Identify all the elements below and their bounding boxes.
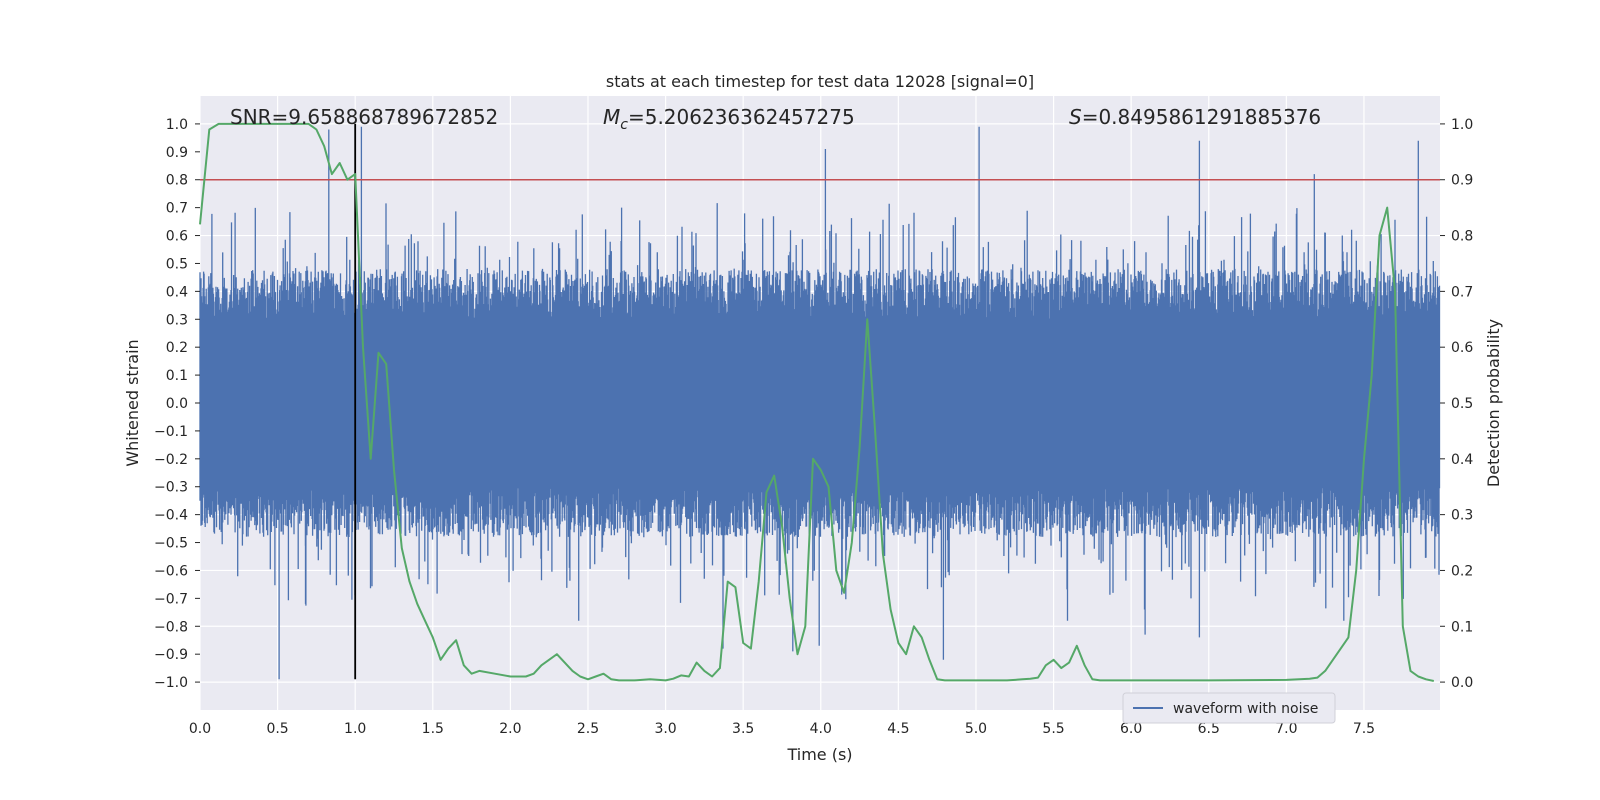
probability-series xyxy=(199,122,1435,682)
x-axis-title: Time (s) xyxy=(786,745,852,764)
x-tick-label: 2.0 xyxy=(499,721,521,737)
x-tick-labels: 0.0 0.5 1.0 1.5 2.0 2.5 3.0 3.5 4.0 4.5 5.0 5.5 6.0 6… xyxy=(189,721,1375,737)
x-tick-label: 7.5 xyxy=(1353,721,1375,737)
left-y-tick-label: 1.0 xyxy=(166,117,188,133)
left-y-tick-label: 0.0 xyxy=(166,396,188,412)
x-tick-label: 3.5 xyxy=(732,721,754,737)
legend: waveform with noise xyxy=(1122,692,1336,724)
probability-line xyxy=(199,122,1435,682)
x-tick-label: 4.5 xyxy=(887,721,909,737)
left-y-axis-title: Whitened strain xyxy=(123,339,142,466)
left-y-tick-label: 0.1 xyxy=(166,368,188,384)
chirp-mass-subscript: c xyxy=(620,117,628,133)
x-tick-label: 2.5 xyxy=(577,721,599,737)
x-tick-label: 0.5 xyxy=(266,721,288,737)
right-y-axis-title: Detection probability xyxy=(1484,319,1503,487)
s-annotation: S=0.8495861291885376 xyxy=(1069,105,1321,129)
left-y-tick-label: −0.1 xyxy=(154,424,188,440)
x-tick-label: 3.0 xyxy=(654,721,676,737)
right-y-tick-label: 0.3 xyxy=(1451,508,1473,524)
snr-annotation: SNR=9.658868789672852 xyxy=(230,105,498,129)
s-symbol: S xyxy=(1069,105,1082,129)
s-value: =0.8495861291885376 xyxy=(1082,105,1321,129)
left-y-tick-label: 0.5 xyxy=(166,256,188,272)
left-y-tick-labels: 1.0 0.9 0.8 0.7 0.6 0.5 0.4 0.3 0.2 0.1 0.0 −0.1 −0.… xyxy=(154,117,200,691)
waveform-line xyxy=(199,126,1441,680)
x-tick-label: 1.5 xyxy=(422,721,444,737)
right-y-tick-label: 0.0 xyxy=(1451,675,1473,691)
right-y-tick-label: 0.5 xyxy=(1451,396,1473,412)
x-tick-label: 6.0 xyxy=(1120,721,1142,737)
left-y-tick-label: −0.3 xyxy=(154,480,188,496)
legend-box xyxy=(1122,692,1336,724)
chirp-mass-symbol: M xyxy=(603,105,620,129)
left-y-tick-label: 0.4 xyxy=(166,284,188,300)
right-y-tick-label: 0.9 xyxy=(1451,173,1473,189)
left-y-tick-label: −0.5 xyxy=(154,536,188,552)
chart-title: stats at each timestep for test data 120… xyxy=(606,72,1034,91)
right-y-tick-label: 0.2 xyxy=(1451,563,1473,579)
x-tick-label: 7.0 xyxy=(1275,721,1297,737)
left-y-tick-label: 0.6 xyxy=(166,229,188,245)
chirp-mass-annotation: Mc=5.206236362457275 xyxy=(603,105,855,133)
right-y-tick-label: 1.0 xyxy=(1451,117,1473,133)
left-y-tick-label: 0.3 xyxy=(166,312,188,328)
x-tick-label: 6.5 xyxy=(1198,721,1220,737)
left-y-tick-label: −0.8 xyxy=(154,619,188,635)
right-y-tick-label: 0.7 xyxy=(1451,284,1473,300)
x-tick-label: 5.0 xyxy=(965,721,987,737)
left-y-tick-label: −1.0 xyxy=(154,675,188,691)
x-tick-label: 0.0 xyxy=(189,721,211,737)
chirp-mass-value: =5.206236362457275 xyxy=(628,105,855,129)
right-y-tick-label: 0.8 xyxy=(1451,229,1473,245)
left-y-tick-label: −0.9 xyxy=(154,647,188,663)
right-y-tick-label: 0.6 xyxy=(1451,340,1473,356)
left-y-tick-label: −0.7 xyxy=(154,591,188,607)
left-y-tick-label: −0.2 xyxy=(154,452,188,468)
left-y-tick-label: 0.2 xyxy=(166,340,188,356)
left-y-tick-label: −0.4 xyxy=(154,508,188,524)
left-y-tick-label: −0.6 xyxy=(154,563,188,579)
right-y-tick-labels: 1.0 0.9 0.8 0.7 0.6 0.5 0.4 0.3 0.2 0.1 0.0 xyxy=(1440,117,1473,691)
right-y-tick-label: 0.1 xyxy=(1451,619,1473,635)
left-y-tick-label: 0.7 xyxy=(166,201,188,217)
right-y-tick-label: 0.4 xyxy=(1451,452,1473,468)
x-tick-label: 4.0 xyxy=(810,721,832,737)
x-tick-label: 5.5 xyxy=(1042,721,1064,737)
waveform-series xyxy=(199,126,1441,680)
left-y-tick-label: 0.9 xyxy=(166,145,188,161)
x-tick-label: 1.0 xyxy=(344,721,366,737)
legend-label-waveform: waveform with noise xyxy=(1173,701,1318,717)
left-y-tick-label: 0.8 xyxy=(166,173,188,189)
